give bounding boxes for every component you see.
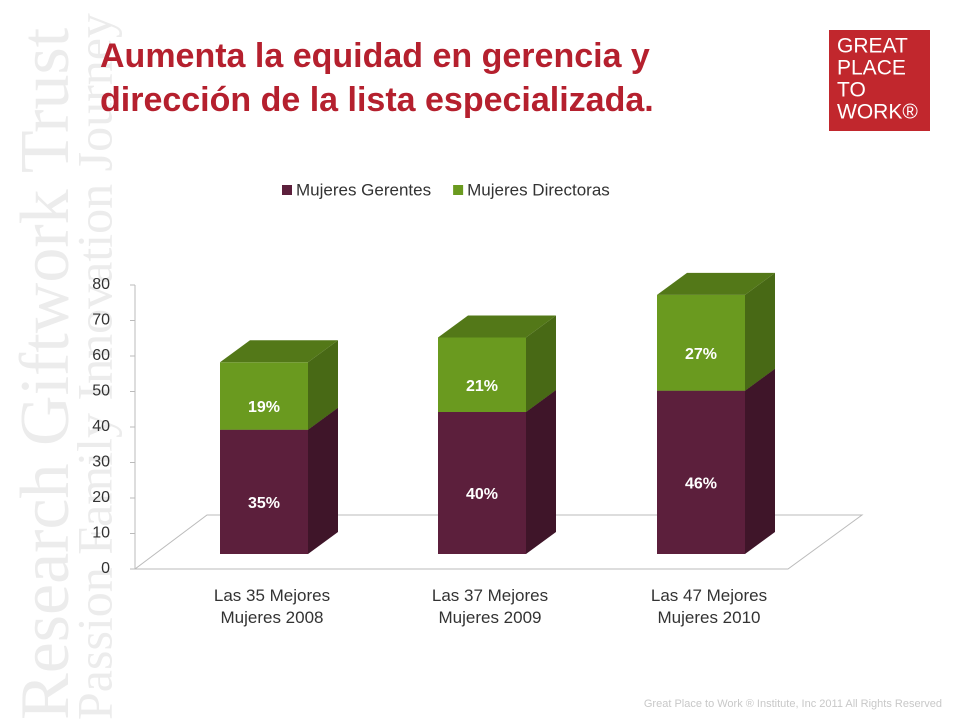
floor (133, 514, 864, 570)
bar-top (657, 272, 775, 295)
legend-label: Mujeres Gerentes (296, 180, 431, 199)
value-label: 21% (466, 378, 498, 395)
bar-side (745, 272, 775, 391)
value-label: 40% (466, 486, 498, 503)
logo-text: WORK® (837, 101, 918, 124)
logo-box (829, 30, 930, 131)
x-tick-label: Las 35 Mejores Mujeres 2008 (213, 586, 331, 627)
value-label: 19% (248, 399, 280, 416)
bar (220, 362, 308, 430)
value-label: 35% (248, 495, 280, 512)
bar-side (308, 340, 338, 430)
y-tick-label: 50 (92, 383, 110, 400)
bar-side (526, 315, 556, 412)
watermark-text: Passion Family Innovation Journey (66, 13, 122, 720)
bar (220, 429, 308, 554)
value-label: 46% (685, 476, 717, 493)
logo-text: PLACE (837, 57, 906, 80)
bar-top (438, 315, 556, 338)
bar-side (308, 407, 338, 554)
logo-text: TO (837, 79, 866, 102)
bar (438, 412, 526, 554)
legend-swatch (282, 185, 292, 195)
y-tick-label: 80 (92, 276, 110, 293)
title: Aumenta la equidad en gerencia y (100, 37, 650, 75)
bar (657, 390, 745, 554)
logo-text: GREAT (837, 35, 908, 58)
watermark-text: Research Giftwork Trust (7, 27, 84, 720)
y-tick-label: 20 (92, 489, 110, 506)
bar-side (526, 390, 556, 554)
footer: Great Place to Work ® Institute, Inc 201… (644, 698, 942, 710)
legend-label: Mujeres Directoras (467, 180, 610, 199)
y-tick-label: 0 (101, 560, 110, 577)
bar (438, 337, 526, 412)
bar (657, 294, 745, 391)
x-tick-label: Las 47 Mejores Mujeres 2010 (650, 586, 768, 627)
y-tick-label: 10 (92, 525, 110, 542)
y-tick-label: 70 (92, 312, 110, 329)
y-tick-label: 30 (92, 454, 110, 471)
bar-top (220, 340, 338, 363)
legend-swatch (453, 185, 464, 195)
value-label: 27% (685, 346, 717, 363)
x-tick-label: Las 37 Mejores Mujeres 2009 (431, 586, 549, 627)
y-tick-label: 40 (92, 418, 110, 435)
bar-side (745, 368, 775, 554)
y-tick-label: 60 (92, 347, 110, 364)
title: dirección de la lista especializada. (100, 81, 654, 119)
watermark: Research Giftwork Trust Passion Family I… (7, 13, 122, 720)
